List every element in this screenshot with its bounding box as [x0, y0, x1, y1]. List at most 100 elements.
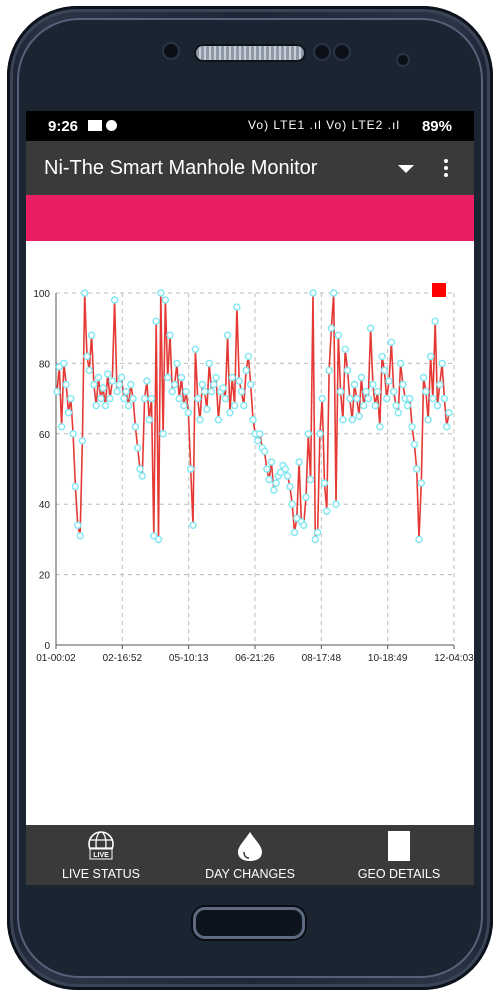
data-point	[396, 359, 405, 368]
data-point	[373, 387, 382, 396]
home-button[interactable]	[193, 907, 305, 939]
data-point	[313, 528, 322, 537]
battery-level: 89%	[421, 118, 452, 135]
sensor-left	[315, 45, 329, 59]
data-point	[429, 394, 437, 403]
data-point	[203, 405, 211, 413]
data-point	[419, 373, 428, 382]
data-point	[355, 412, 363, 420]
data-point	[210, 380, 218, 389]
data-point	[60, 359, 68, 368]
document-icon	[388, 831, 410, 861]
data-point	[200, 387, 209, 396]
data-point	[424, 415, 432, 424]
data-point	[133, 444, 142, 452]
data-point	[173, 359, 181, 368]
data-point	[360, 401, 368, 410]
data-point	[157, 289, 165, 297]
data-point	[380, 366, 389, 375]
y-tick-label: 100	[33, 289, 50, 300]
data-point	[207, 387, 216, 396]
account-icon	[106, 120, 117, 131]
data-point	[426, 352, 435, 361]
data-point	[193, 394, 202, 403]
data-point	[387, 338, 396, 346]
data-point	[378, 352, 386, 361]
live-globe-icon: LIVE	[88, 831, 114, 860]
data-point	[353, 394, 361, 403]
data-point	[108, 377, 117, 385]
data-point	[124, 401, 133, 410]
x-tick-label: 01-00:02	[36, 653, 76, 664]
data-point	[410, 440, 419, 449]
data-point	[249, 415, 257, 424]
data-point	[168, 387, 177, 396]
phone-screen: 9:26 Vo) LTE1 .ıl Vo) LTE2 .ıl 89% Ni-Th…	[26, 111, 474, 885]
data-point	[415, 535, 423, 544]
data-point	[433, 401, 442, 410]
data-point	[242, 366, 250, 375]
x-tick-label: 12-04:03	[434, 653, 474, 664]
nav-day-changes[interactable]: DAY CHANGES	[175, 825, 325, 885]
chart-labels: 0 20 40 60 80 100 01-00:02 02-16:52 05-10:13 06-2…	[33, 283, 474, 664]
data-point	[235, 377, 243, 385]
data-point	[290, 528, 299, 537]
nav-geo-details[interactable]: GEO DETAILS	[324, 825, 474, 885]
data-point	[198, 380, 207, 389]
data-point	[106, 394, 114, 403]
data-point	[159, 430, 167, 438]
data-point	[94, 373, 103, 382]
nav-live-status[interactable]: LIVE LIVE STATUS	[26, 825, 176, 885]
data-point	[320, 479, 329, 487]
dropdown-arrow-icon[interactable]	[398, 165, 414, 173]
data-point	[318, 394, 326, 403]
data-point	[83, 352, 91, 361]
data-point	[443, 423, 451, 431]
data-point	[267, 458, 276, 466]
x-tick-label: 10-18:49	[368, 653, 408, 664]
data-point	[341, 345, 349, 354]
data-point	[406, 394, 414, 403]
network-signal-icons: Vo) LTE1 .ıl Vo) LTE2 .ıl	[248, 118, 400, 132]
level-chart: 0 20 40 60 80 100 01-00:02 02-16:52 05-10:13 06-2…	[33, 283, 474, 664]
live-badge: LIVE	[93, 852, 109, 859]
data-point	[309, 289, 317, 297]
data-point	[325, 366, 333, 375]
data-point	[348, 415, 356, 424]
data-point	[85, 366, 93, 375]
data-point	[306, 475, 315, 484]
data-point	[316, 430, 324, 438]
data-point	[182, 387, 190, 396]
data-point	[295, 458, 303, 466]
x-tick-label: 02-16:52	[103, 653, 143, 664]
data-point	[339, 415, 347, 424]
data-point	[394, 408, 402, 417]
x-tick-label: 06-21:26	[235, 653, 275, 664]
more-options-icon[interactable]	[444, 159, 450, 177]
data-point	[113, 387, 121, 396]
data-point	[228, 373, 236, 382]
y-tick-label: 20	[39, 571, 51, 582]
data-point	[233, 303, 241, 311]
data-point	[103, 370, 112, 378]
data-point	[138, 472, 147, 480]
nav-label-day-changes: DAY CHANGES	[205, 867, 295, 881]
data-point	[223, 331, 232, 339]
data-point	[69, 430, 77, 438]
data-point	[92, 401, 100, 410]
data-point	[99, 384, 107, 392]
data-point	[417, 479, 425, 487]
data-point	[221, 394, 230, 403]
data-point	[226, 408, 234, 417]
data-point	[436, 380, 444, 389]
data-point	[78, 437, 87, 445]
data-point	[369, 380, 377, 389]
data-point	[334, 331, 342, 339]
data-point	[205, 359, 213, 368]
data-point	[357, 373, 366, 382]
front-camera	[164, 44, 178, 58]
data-point	[431, 317, 439, 325]
data-point	[122, 387, 130, 396]
data-point	[120, 394, 128, 403]
data-point	[177, 373, 186, 382]
